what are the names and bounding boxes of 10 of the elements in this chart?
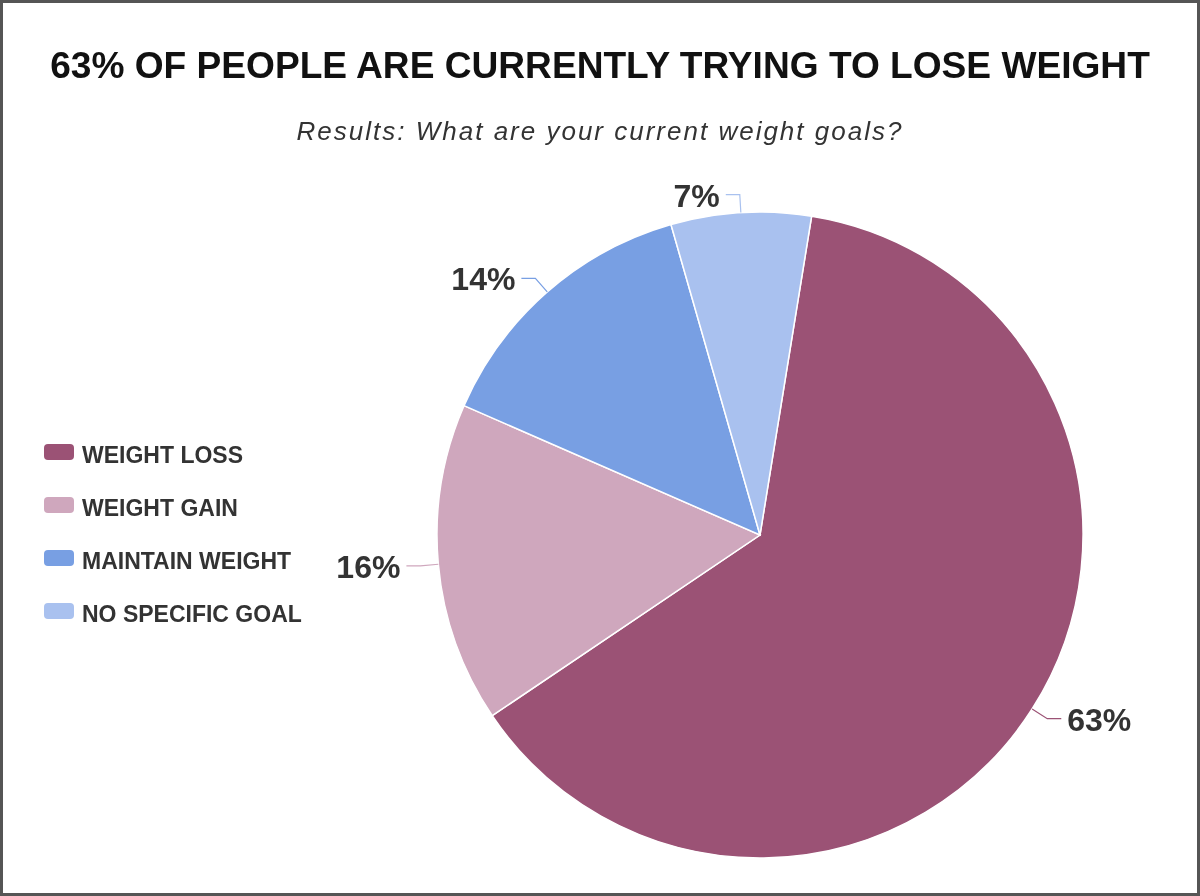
legend-label: WEIGHT GAIN <box>82 495 238 521</box>
data-label: 16% <box>336 548 401 585</box>
data-label: 7% <box>673 177 720 214</box>
data-label: 63% <box>1067 701 1132 738</box>
legend-label: NO SPECIFIC GOAL <box>82 601 302 627</box>
chart-subtitle: Results: What are your current weight goals? <box>296 116 904 146</box>
legend-label: WEIGHT LOSS <box>82 442 243 468</box>
data-label: 14% <box>451 261 516 298</box>
legend-label: MAINTAIN WEIGHT <box>82 548 292 574</box>
chart-title: 63% OF PEOPLE ARE CURRENTLY TRYING TO LOSE WEIGHT <box>50 44 1151 86</box>
